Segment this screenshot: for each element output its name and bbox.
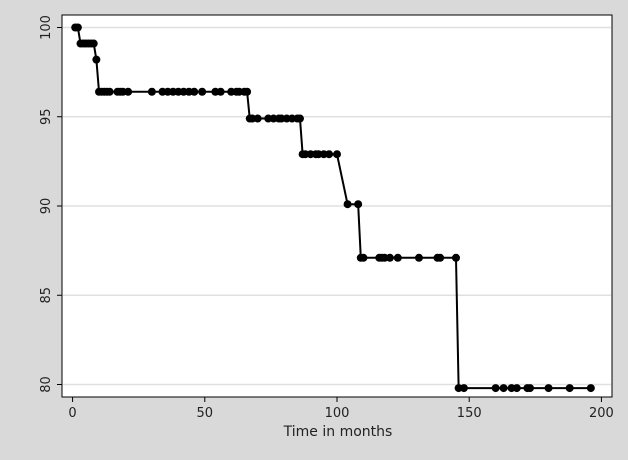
y-tick-label: 100 xyxy=(39,15,54,40)
x-tick-label: 0 xyxy=(68,406,76,421)
data-point xyxy=(243,87,252,96)
data-point xyxy=(253,114,262,123)
data-point xyxy=(343,200,352,209)
data-point xyxy=(414,253,423,262)
data-point xyxy=(295,114,304,123)
data-point xyxy=(451,253,460,262)
data-point xyxy=(73,23,82,32)
data-point xyxy=(499,384,508,393)
x-tick-label: 100 xyxy=(325,406,350,421)
data-point xyxy=(147,87,156,96)
data-point xyxy=(354,200,363,209)
data-point xyxy=(385,253,394,262)
data-point xyxy=(89,39,98,48)
data-point xyxy=(586,384,595,393)
data-point xyxy=(92,55,101,64)
x-tick-label: 50 xyxy=(197,406,214,421)
data-point xyxy=(393,253,402,262)
x-tick-label: 150 xyxy=(457,406,482,421)
data-point xyxy=(544,384,553,393)
data-point xyxy=(565,384,574,393)
data-point xyxy=(105,87,114,96)
y-tick-label: 85 xyxy=(39,287,54,304)
data-point xyxy=(325,150,334,159)
y-tick-label: 80 xyxy=(39,376,54,393)
data-point xyxy=(512,384,521,393)
data-point xyxy=(198,87,207,96)
data-point xyxy=(526,384,535,393)
data-point xyxy=(459,384,468,393)
x-axis-label: Time in months xyxy=(283,424,393,440)
data-point xyxy=(216,87,225,96)
data-point xyxy=(359,253,368,262)
x-tick-label: 200 xyxy=(589,406,614,421)
data-point xyxy=(190,87,199,96)
data-point xyxy=(333,150,341,159)
data-point xyxy=(124,87,133,96)
data-point xyxy=(491,384,500,393)
data-point xyxy=(436,253,445,262)
y-tick-label: 95 xyxy=(39,108,54,125)
y-tick-label: 90 xyxy=(39,198,54,215)
